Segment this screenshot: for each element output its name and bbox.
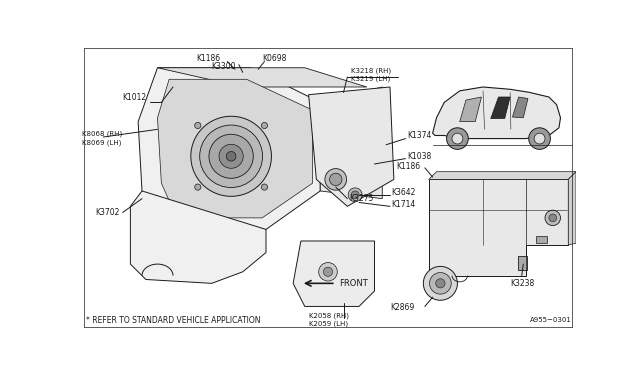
Circle shape — [348, 188, 362, 202]
Text: K1012: K1012 — [123, 93, 147, 102]
Circle shape — [423, 266, 458, 300]
Text: K8068 (RH): K8068 (RH) — [81, 131, 122, 137]
Text: K1186: K1186 — [396, 162, 420, 171]
Circle shape — [323, 267, 333, 276]
Circle shape — [429, 273, 451, 294]
Circle shape — [325, 169, 347, 190]
Polygon shape — [157, 79, 312, 218]
Text: K3275: K3275 — [349, 194, 374, 203]
Polygon shape — [460, 97, 481, 122]
Circle shape — [534, 133, 545, 144]
Text: K3300: K3300 — [212, 62, 236, 71]
Circle shape — [529, 128, 550, 150]
Circle shape — [447, 128, 468, 150]
FancyBboxPatch shape — [518, 256, 527, 270]
Text: K3219 (LH): K3219 (LH) — [351, 75, 390, 82]
Text: K1374: K1374 — [407, 131, 431, 140]
Text: K3218 (RH): K3218 (RH) — [351, 68, 392, 74]
Polygon shape — [429, 172, 576, 179]
Circle shape — [545, 210, 561, 225]
Polygon shape — [513, 97, 528, 118]
Circle shape — [319, 263, 337, 281]
Text: K0698: K0698 — [262, 54, 287, 63]
Circle shape — [351, 191, 359, 199]
Text: K2059 (LH): K2059 (LH) — [308, 320, 348, 327]
Text: FRONT: FRONT — [340, 279, 369, 288]
Text: K3702: K3702 — [95, 208, 120, 217]
FancyBboxPatch shape — [140, 195, 157, 204]
Circle shape — [209, 134, 253, 178]
Polygon shape — [131, 191, 266, 283]
Text: K3642: K3642 — [392, 188, 416, 197]
Text: * REFER TO STANDARD VEHICLE APPLICATION: * REFER TO STANDARD VEHICLE APPLICATION — [86, 316, 260, 325]
Circle shape — [227, 151, 236, 161]
Circle shape — [261, 122, 268, 129]
Polygon shape — [433, 87, 561, 139]
Polygon shape — [320, 87, 382, 199]
Text: K1186: K1186 — [196, 54, 220, 63]
Polygon shape — [491, 97, 510, 119]
Circle shape — [436, 279, 445, 288]
Polygon shape — [308, 87, 394, 206]
Circle shape — [452, 133, 463, 144]
Circle shape — [330, 173, 342, 186]
FancyBboxPatch shape — [141, 208, 155, 213]
Text: K2869: K2869 — [390, 304, 414, 312]
Polygon shape — [429, 179, 568, 276]
Text: K2058 (RH): K2058 (RH) — [308, 312, 349, 319]
Circle shape — [200, 125, 262, 187]
FancyBboxPatch shape — [536, 235, 547, 243]
Text: K8069 (LH): K8069 (LH) — [81, 140, 121, 147]
Circle shape — [261, 184, 268, 190]
Polygon shape — [568, 172, 576, 245]
Circle shape — [219, 144, 243, 168]
Text: K1038: K1038 — [407, 152, 431, 161]
Circle shape — [549, 214, 557, 222]
Circle shape — [195, 184, 201, 190]
Circle shape — [191, 116, 271, 196]
Circle shape — [195, 122, 201, 129]
Text: K3238: K3238 — [510, 279, 534, 288]
Polygon shape — [138, 68, 320, 230]
Polygon shape — [157, 68, 367, 87]
Text: A955−0301: A955−0301 — [529, 317, 572, 323]
Text: K1714: K1714 — [392, 200, 416, 209]
Polygon shape — [293, 241, 374, 307]
